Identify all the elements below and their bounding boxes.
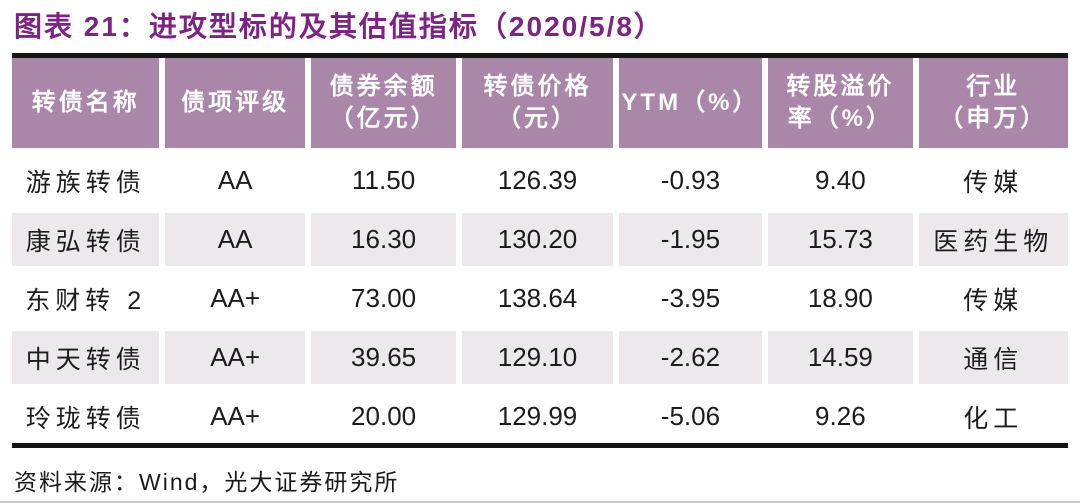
table-grid: 转债名称 债项评级 债券余额 （亿元） 转债价格 （元） YTM（%） 转股溢价… bbox=[12, 58, 1068, 443]
cell-ytm: -1.95 bbox=[618, 213, 763, 266]
header-cell-industry: 行业 （申万） bbox=[918, 58, 1068, 148]
data-source-note: 资料来源：Wind，光大证券研究所 bbox=[14, 469, 400, 495]
cell-price: 129.10 bbox=[462, 331, 613, 384]
cell-premium: 9.40 bbox=[768, 154, 913, 207]
header-cell-bond-name: 转债名称 bbox=[12, 58, 160, 148]
cell-price: 130.20 bbox=[462, 213, 613, 266]
cell-balance: 20.00 bbox=[310, 390, 457, 443]
cell-ytm: -3.95 bbox=[618, 272, 763, 325]
cell-industry: 传媒 bbox=[918, 154, 1068, 207]
cell-ytm: -0.93 bbox=[618, 154, 763, 207]
cell-rating: AA bbox=[165, 154, 305, 207]
cell-ytm: -5.06 bbox=[618, 390, 763, 443]
header-cell-rating: 债项评级 bbox=[165, 58, 305, 148]
cell-rating: AA bbox=[165, 213, 305, 266]
cell-balance: 73.00 bbox=[310, 272, 457, 325]
cell-rating: AA+ bbox=[165, 390, 305, 443]
cell-balance: 39.65 bbox=[310, 331, 457, 384]
cell-industry: 医药生物 bbox=[918, 213, 1068, 266]
cell-price: 126.39 bbox=[462, 154, 613, 207]
cell-bond-name: 康弘转债 bbox=[12, 213, 160, 266]
cell-price: 138.64 bbox=[462, 272, 613, 325]
cell-industry: 化工 bbox=[918, 390, 1068, 443]
bottom-divider bbox=[0, 501, 1080, 503]
header-cell-balance: 债券余额 （亿元） bbox=[310, 58, 457, 148]
cell-bond-name: 游族转债 bbox=[12, 154, 160, 207]
valuation-table: 转债名称 债项评级 债券余额 （亿元） 转债价格 （元） YTM（%） 转股溢价… bbox=[12, 53, 1068, 448]
cell-balance: 11.50 bbox=[310, 154, 457, 207]
cell-bond-name: 东财转 2 bbox=[12, 272, 160, 325]
cell-ytm: -2.62 bbox=[618, 331, 763, 384]
header-cell-ytm: YTM（%） bbox=[618, 58, 763, 148]
cell-premium: 14.59 bbox=[768, 331, 913, 384]
cell-premium: 15.73 bbox=[768, 213, 913, 266]
cell-balance: 16.30 bbox=[310, 213, 457, 266]
header-cell-premium: 转股溢价 率（%） bbox=[768, 58, 913, 148]
cell-industry: 通信 bbox=[918, 331, 1068, 384]
cell-bond-name: 中天转债 bbox=[12, 331, 160, 384]
cell-premium: 9.26 bbox=[768, 390, 913, 443]
figure-title: 图表 21：进攻型标的及其估值指标（2020/5/8） bbox=[14, 11, 664, 42]
header-cell-price: 转债价格 （元） bbox=[462, 58, 613, 148]
cell-premium: 18.90 bbox=[768, 272, 913, 325]
cell-price: 129.99 bbox=[462, 390, 613, 443]
cell-bond-name: 玲珑转债 bbox=[12, 390, 160, 443]
cell-industry: 传媒 bbox=[918, 272, 1068, 325]
cell-rating: AA+ bbox=[165, 331, 305, 384]
cell-rating: AA+ bbox=[165, 272, 305, 325]
